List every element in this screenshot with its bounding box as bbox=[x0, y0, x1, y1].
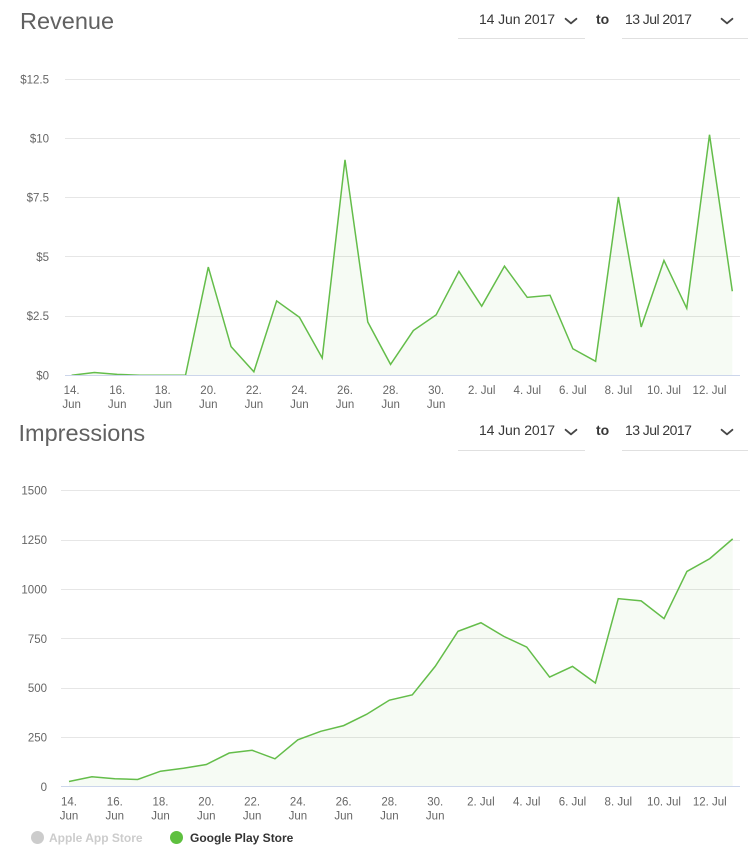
svg-text:Jun: Jun bbox=[426, 811, 445, 823]
svg-text:$7.5: $7.5 bbox=[27, 193, 49, 205]
svg-text:2. Jul: 2. Jul bbox=[467, 797, 495, 809]
svg-text:Jun: Jun bbox=[106, 811, 125, 823]
svg-text:6. Jul: 6. Jul bbox=[559, 797, 587, 809]
svg-text:Jun: Jun bbox=[153, 399, 172, 411]
svg-text:8. Jul: 8. Jul bbox=[605, 797, 633, 809]
svg-text:Jun: Jun bbox=[289, 811, 308, 823]
svg-text:20.: 20. bbox=[198, 797, 214, 809]
svg-text:20.: 20. bbox=[200, 385, 216, 397]
svg-text:28.: 28. bbox=[381, 797, 397, 809]
svg-text:14.: 14. bbox=[61, 797, 77, 809]
svg-text:Jun: Jun bbox=[427, 399, 446, 411]
svg-text:0: 0 bbox=[41, 782, 47, 794]
svg-text:$2.5: $2.5 bbox=[27, 311, 49, 323]
svg-text:Jun: Jun bbox=[62, 399, 81, 411]
svg-text:1000: 1000 bbox=[21, 584, 47, 596]
svg-text:750: 750 bbox=[28, 634, 47, 646]
svg-text:24.: 24. bbox=[291, 385, 307, 397]
svg-text:500: 500 bbox=[28, 683, 47, 695]
svg-text:28.: 28. bbox=[383, 385, 399, 397]
svg-text:30.: 30. bbox=[428, 385, 444, 397]
svg-text:22.: 22. bbox=[246, 385, 262, 397]
svg-text:Jun: Jun bbox=[290, 399, 309, 411]
svg-text:30.: 30. bbox=[427, 797, 443, 809]
svg-text:Jun: Jun bbox=[199, 399, 218, 411]
svg-text:1500: 1500 bbox=[21, 486, 47, 498]
svg-text:$10: $10 bbox=[30, 134, 49, 146]
svg-text:Jun: Jun bbox=[60, 811, 79, 823]
svg-text:$5: $5 bbox=[36, 252, 49, 264]
svg-text:Jun: Jun bbox=[243, 811, 262, 823]
svg-text:Jun: Jun bbox=[245, 399, 264, 411]
svg-text:Jun: Jun bbox=[108, 399, 127, 411]
svg-text:6. Jul: 6. Jul bbox=[559, 385, 587, 397]
svg-text:Jun: Jun bbox=[381, 399, 400, 411]
svg-text:2. Jul: 2. Jul bbox=[468, 385, 496, 397]
svg-text:16.: 16. bbox=[107, 797, 123, 809]
svg-text:Jun: Jun bbox=[151, 811, 170, 823]
svg-text:8. Jul: 8. Jul bbox=[605, 385, 633, 397]
svg-text:Jun: Jun bbox=[380, 811, 399, 823]
svg-text:Jun: Jun bbox=[334, 811, 353, 823]
svg-text:24.: 24. bbox=[290, 797, 306, 809]
svg-text:4. Jul: 4. Jul bbox=[514, 385, 542, 397]
svg-text:18.: 18. bbox=[155, 385, 171, 397]
svg-text:Jun: Jun bbox=[197, 811, 216, 823]
svg-text:250: 250 bbox=[28, 733, 47, 745]
svg-text:26.: 26. bbox=[337, 385, 353, 397]
svg-text:4. Jul: 4. Jul bbox=[513, 797, 541, 809]
svg-text:16.: 16. bbox=[109, 385, 125, 397]
svg-text:1250: 1250 bbox=[21, 535, 47, 547]
svg-text:22.: 22. bbox=[244, 797, 260, 809]
svg-text:$0: $0 bbox=[36, 370, 49, 382]
svg-text:$12.5: $12.5 bbox=[20, 74, 49, 86]
svg-text:14.: 14. bbox=[64, 385, 80, 397]
svg-text:18.: 18. bbox=[153, 797, 169, 809]
svg-text:12. Jul: 12. Jul bbox=[693, 385, 727, 397]
svg-text:12. Jul: 12. Jul bbox=[693, 797, 727, 809]
svg-text:10. Jul: 10. Jul bbox=[647, 385, 681, 397]
svg-text:10. Jul: 10. Jul bbox=[647, 797, 681, 809]
svg-text:26.: 26. bbox=[336, 797, 352, 809]
svg-text:Jun: Jun bbox=[336, 399, 355, 411]
